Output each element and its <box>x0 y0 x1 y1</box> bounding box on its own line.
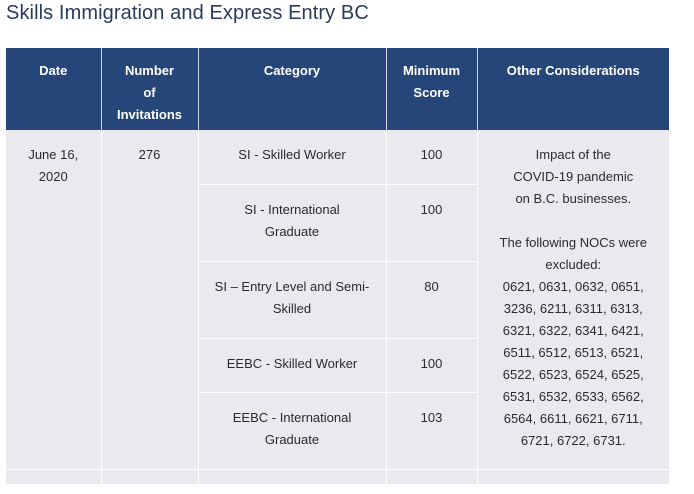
impact-line: Impact of the <box>535 147 611 162</box>
table-cell <box>386 469 478 485</box>
impact-line: on B.C. businesses. <box>515 191 632 206</box>
table-header-row: Date Number of Invitations Category Mini… <box>6 48 669 130</box>
noc-line: 6721, 6722, 6731. <box>520 433 626 448</box>
noc-line: 6564, 6611, 6621, 6711, <box>503 411 643 426</box>
invitations-count: 276 <box>101 130 199 470</box>
other-considerations: Impact of the COVID-19 pandemic on B.C. … <box>477 130 669 470</box>
category-cell: EEBC - Skilled Worker <box>198 338 387 393</box>
table-row: EEBC - International Graduate 103 <box>6 392 669 470</box>
header-date: Date <box>6 48 102 130</box>
table-cell <box>198 469 387 485</box>
noc-line: 0621, 0631, 0632, 0651, <box>502 279 644 294</box>
noc-line: 3236, 6211, 6311, 6313, <box>503 301 643 316</box>
table-cell <box>477 469 669 485</box>
score-cell: 100 <box>386 184 478 262</box>
score-cell: 103 <box>386 392 478 470</box>
category-cell: EEBC - International Graduate <box>198 392 387 470</box>
noc-line: 6522, 6523, 6524, 6525, <box>502 367 644 382</box>
table-row <box>6 469 669 485</box>
excluded-line: excluded: <box>545 257 602 272</box>
table-row: EEBC - Skilled Worker 100 <box>6 338 669 393</box>
header-other-considerations: Other Considerations <box>477 48 669 130</box>
category-cell: SI – Entry Level and Semi- Skilled <box>198 261 387 339</box>
category-cell: SI - Skilled Worker <box>198 130 387 185</box>
table-cell <box>101 469 199 485</box>
invitation-draws-table: Date Number of Invitations Category Mini… <box>6 48 669 485</box>
header-minimum-score: Minimum Score <box>386 48 478 130</box>
header-category: Category <box>198 48 387 130</box>
score-cell: 100 <box>386 338 478 393</box>
score-cell: 80 <box>386 261 478 339</box>
page-title: Skills Immigration and Express Entry BC <box>6 2 369 24</box>
noc-line: 6511, 6512, 6513, 6521, <box>503 345 644 360</box>
category-cell: SI - International Graduate <box>198 184 387 262</box>
header-number-of-invitations: Number of Invitations <box>101 48 199 130</box>
excluded-line: The following NOCs were <box>499 235 647 250</box>
table-row: June 16, 2020 276 SI - Skilled Worker 10… <box>6 130 669 470</box>
impact-line: COVID-19 pandemic <box>513 169 634 184</box>
table-row: SI - International Graduate 100 <box>6 184 669 262</box>
score-cell: 100 <box>386 130 478 185</box>
table-row: SI – Entry Level and Semi- Skilled 80 <box>6 261 669 339</box>
noc-line: 6531, 6532, 6533, 6562, <box>502 389 644 404</box>
draw-date: June 16, 2020 <box>6 130 102 470</box>
noc-line: 6321, 6322, 6341, 6421, <box>502 323 644 338</box>
table-cell <box>6 469 102 485</box>
